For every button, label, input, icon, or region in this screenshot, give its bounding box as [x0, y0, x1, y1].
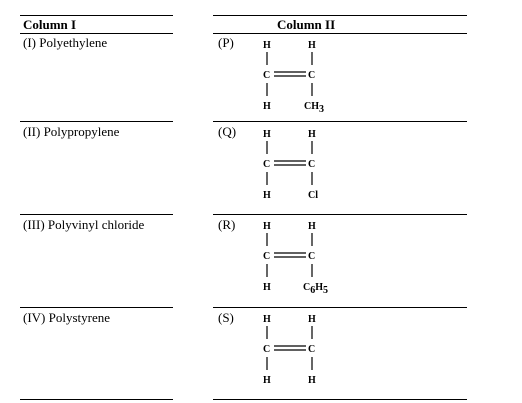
atom-top-left: H [263, 40, 271, 51]
atom-bottom-left: H [263, 190, 271, 201]
atom-top-left: H [263, 221, 271, 232]
col2-bottom-rule [213, 399, 467, 400]
atom-bottom-right: Cl [308, 190, 318, 201]
polymer-iii: (III) Polyvinyl chloride [23, 217, 145, 232]
col1-bottom-rule [20, 399, 173, 400]
carbon-left: C [263, 344, 270, 355]
atom-top-left: H [263, 314, 271, 325]
label-q: (Q) [218, 124, 237, 139]
atom-bottom-right: H [308, 375, 316, 386]
monomer-structure-s: H H C C H H [255, 310, 345, 394]
atom-top-right: H [308, 40, 316, 51]
carbon-left: C [263, 159, 270, 170]
polymer-i: (I) Polyethylene [23, 35, 108, 50]
atom-bottom-left: H [263, 282, 271, 293]
col2-row-rule-3 [213, 307, 467, 308]
atom-bottom-left: H [263, 101, 271, 112]
carbon-left: C [263, 70, 270, 81]
monomer-structure-q: H H C C H Cl [255, 125, 345, 209]
column-i-header: Column I [23, 17, 77, 32]
label-r: (R) [218, 217, 236, 232]
atom-top-right: H [308, 314, 316, 325]
atom-bottom-right: C6H5 [303, 282, 328, 296]
col1-row-rule-3 [20, 307, 173, 308]
col2-row-rule-2 [213, 214, 467, 215]
atom-top-left: H [263, 129, 271, 140]
label-s: (S) [218, 310, 234, 325]
polymer-ii: (II) Polypropylene [23, 124, 120, 139]
atom-bottom-left: H [263, 375, 271, 386]
monomer-structure-r: H H C C H C6H5 [255, 217, 345, 301]
carbon-left: C [263, 251, 270, 262]
atom-top-right: H [308, 221, 316, 232]
monomer-structure-p: H H C C H CH3 [255, 36, 345, 120]
carbon-right: C [308, 159, 315, 170]
carbon-right: C [308, 70, 315, 81]
col1-header-rule [20, 33, 173, 34]
polymer-iv: (IV) Polystyrene [23, 310, 111, 325]
label-p: (P) [218, 35, 234, 50]
col2-row-rule-1 [213, 121, 467, 122]
carbon-right: C [308, 344, 315, 355]
atom-bottom-right: CH3 [304, 101, 324, 115]
col1-row-rule-1 [20, 121, 173, 122]
col2-header-rule [213, 33, 467, 34]
col1-top-rule [20, 15, 173, 16]
col1-row-rule-2 [20, 214, 173, 215]
carbon-right: C [308, 251, 315, 262]
atom-top-right: H [308, 129, 316, 140]
column-ii-header: Column II [277, 17, 336, 32]
col2-top-rule [213, 15, 467, 16]
